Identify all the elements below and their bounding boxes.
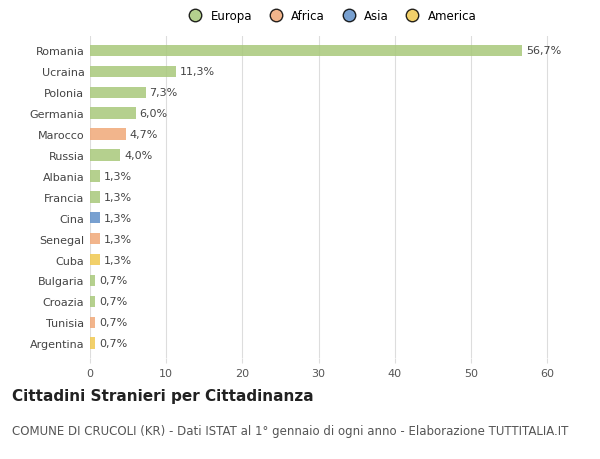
Text: 1,3%: 1,3% — [104, 172, 132, 181]
Text: 0,7%: 0,7% — [99, 276, 127, 286]
Text: 1,3%: 1,3% — [104, 255, 132, 265]
Text: 1,3%: 1,3% — [104, 192, 132, 202]
Text: 56,7%: 56,7% — [526, 46, 561, 56]
Text: 4,7%: 4,7% — [130, 130, 158, 140]
Bar — [90, 150, 121, 162]
Bar — [90, 45, 522, 57]
Bar — [90, 87, 146, 99]
Text: COMUNE DI CRUCOLI (KR) - Dati ISTAT al 1° gennaio di ogni anno - Elaborazione TU: COMUNE DI CRUCOLI (KR) - Dati ISTAT al 1… — [12, 425, 568, 437]
Text: 1,3%: 1,3% — [104, 213, 132, 223]
Bar — [90, 213, 100, 224]
Text: 6,0%: 6,0% — [140, 109, 167, 119]
Text: 0,7%: 0,7% — [99, 318, 127, 328]
Bar — [90, 275, 95, 286]
Bar — [90, 338, 95, 349]
Bar — [90, 191, 100, 203]
Bar — [90, 254, 100, 266]
Text: 4,0%: 4,0% — [124, 151, 152, 161]
Text: 0,7%: 0,7% — [99, 297, 127, 307]
Legend: Europa, Africa, Asia, America: Europa, Africa, Asia, America — [179, 5, 481, 28]
Bar — [90, 317, 95, 328]
Text: 0,7%: 0,7% — [99, 338, 127, 348]
Text: Cittadini Stranieri per Cittadinanza: Cittadini Stranieri per Cittadinanza — [12, 388, 314, 403]
Bar — [90, 129, 126, 140]
Text: 1,3%: 1,3% — [104, 234, 132, 244]
Bar — [90, 171, 100, 182]
Bar — [90, 108, 136, 120]
Bar — [90, 233, 100, 245]
Bar — [90, 67, 176, 78]
Text: 11,3%: 11,3% — [180, 67, 215, 77]
Text: 7,3%: 7,3% — [149, 88, 178, 98]
Bar — [90, 296, 95, 308]
